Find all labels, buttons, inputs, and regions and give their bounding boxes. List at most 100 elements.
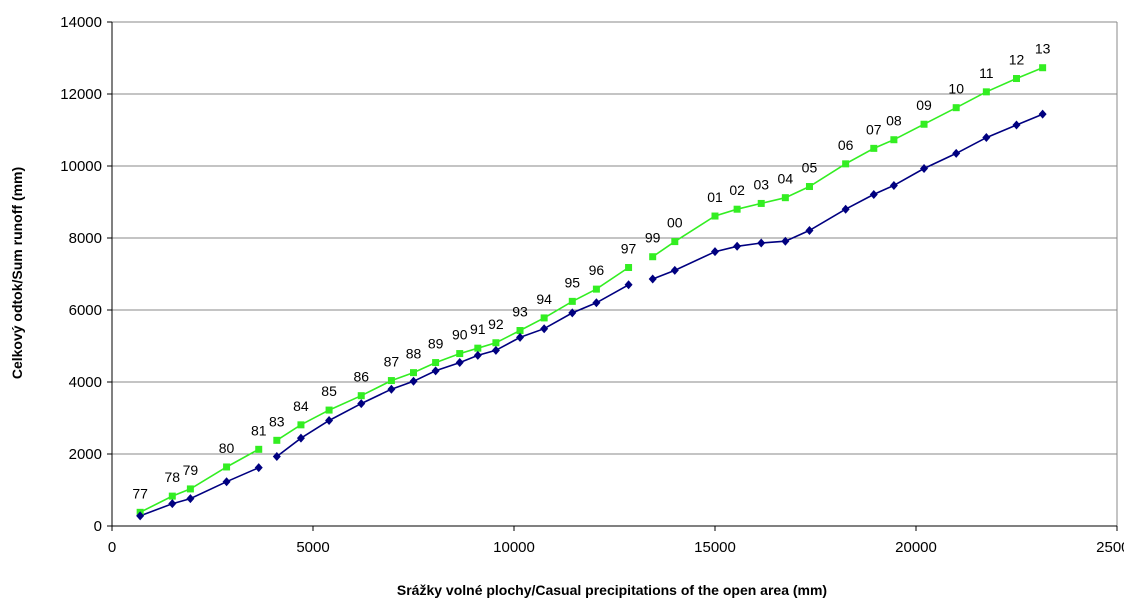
diamond-marker <box>648 274 657 284</box>
point-label: 90 <box>452 327 468 343</box>
diamond-marker <box>781 236 790 246</box>
square-marker <box>920 120 928 128</box>
point-label: 06 <box>838 137 854 153</box>
diamond-marker <box>982 133 991 143</box>
point-label: 96 <box>589 262 605 278</box>
square-marker <box>805 183 813 191</box>
point-label: 78 <box>165 469 181 485</box>
x-tick-label: 5000 <box>296 539 329 556</box>
diamond-marker <box>491 345 500 355</box>
diamond-marker <box>841 204 850 214</box>
diamond-marker <box>1012 120 1021 130</box>
square-marker <box>223 463 231 471</box>
diamond-marker <box>387 384 396 394</box>
square-marker <box>842 160 850 168</box>
x-tick-label: 10000 <box>493 539 535 556</box>
diamond-marker <box>805 225 814 235</box>
diamond-marker <box>222 477 231 487</box>
square-marker <box>297 421 305 429</box>
point-label: 95 <box>565 274 581 290</box>
point-label: 92 <box>488 316 504 332</box>
square-marker <box>781 194 789 202</box>
point-label: 79 <box>183 462 199 478</box>
diamond-marker <box>254 463 263 473</box>
point-label: 85 <box>321 383 337 399</box>
point-label: 01 <box>707 189 723 205</box>
y-tick-label: 2000 <box>69 446 102 463</box>
square-marker <box>757 199 765 207</box>
diamond-marker <box>670 265 679 275</box>
point-label: 86 <box>353 369 369 385</box>
point-label: 81 <box>251 422 267 438</box>
diamond-marker <box>592 298 601 308</box>
square-marker <box>255 445 263 453</box>
point-label: 10 <box>948 81 964 97</box>
square-marker <box>432 359 440 367</box>
series-2-line-segment <box>139 466 260 517</box>
series-1-line-segment <box>139 448 260 514</box>
diamond-marker <box>296 433 305 443</box>
square-marker <box>592 285 600 293</box>
square-marker <box>1013 75 1020 83</box>
square-marker <box>325 406 333 414</box>
diamond-marker <box>136 511 145 521</box>
square-marker <box>733 205 741 213</box>
y-tick-label: 12000 <box>60 86 102 103</box>
diamond-marker <box>920 164 929 174</box>
square-marker <box>516 327 524 335</box>
diamond-marker <box>186 494 195 504</box>
y-tick-label: 8000 <box>69 230 102 247</box>
diamond-marker <box>711 247 719 257</box>
square-marker <box>273 436 281 444</box>
point-label: 93 <box>512 304 528 320</box>
point-label: 88 <box>406 346 422 362</box>
x-axis-title: Srážky volné plochy/Casual precipitation… <box>397 582 827 598</box>
point-label: 91 <box>470 321 486 337</box>
diamond-marker <box>272 452 281 462</box>
point-label: 97 <box>621 241 637 257</box>
diamond-marker <box>325 416 334 426</box>
square-marker <box>671 238 679 246</box>
square-marker <box>492 339 500 347</box>
square-marker <box>168 492 176 500</box>
markers <box>136 64 1047 521</box>
square-marker <box>870 144 878 152</box>
x-tick-label: 15000 <box>694 539 736 556</box>
series-2-line-segment <box>276 284 629 458</box>
y-tick-label: 14000 <box>60 14 102 31</box>
series-lines <box>139 66 1043 517</box>
diamond-marker <box>473 350 482 360</box>
diamond-marker <box>357 399 366 409</box>
diamond-marker <box>889 180 898 190</box>
point-label: 77 <box>132 485 148 501</box>
y-axis-title: Celkový odtok/Sum runoff (mm) <box>9 167 25 379</box>
point-label: 07 <box>866 121 882 137</box>
diamond-marker <box>516 332 525 342</box>
point-label: 03 <box>753 176 769 192</box>
diamond-marker <box>733 241 742 251</box>
point-label: 00 <box>667 215 683 231</box>
point-label: 04 <box>778 171 794 187</box>
series-1-line-segment <box>276 266 630 441</box>
point-label: 99 <box>645 230 661 246</box>
diamond-marker <box>455 358 464 368</box>
diamond-marker <box>431 366 440 376</box>
diamond-marker <box>540 324 549 334</box>
diamond-marker <box>168 499 177 509</box>
point-label: 87 <box>384 354 400 370</box>
y-tick-label: 6000 <box>69 302 102 319</box>
point-label: 08 <box>886 113 902 129</box>
square-marker <box>456 350 464 358</box>
diamond-marker <box>757 238 766 248</box>
square-marker <box>952 104 960 112</box>
x-tick-label: 20000 <box>895 539 937 556</box>
diamond-marker <box>1038 109 1047 119</box>
y-tick-label: 4000 <box>69 374 102 391</box>
square-marker <box>357 392 365 400</box>
point-label: 09 <box>916 97 932 113</box>
gridlines <box>112 93 1117 455</box>
point-label: 05 <box>802 160 818 176</box>
square-marker <box>410 369 417 377</box>
